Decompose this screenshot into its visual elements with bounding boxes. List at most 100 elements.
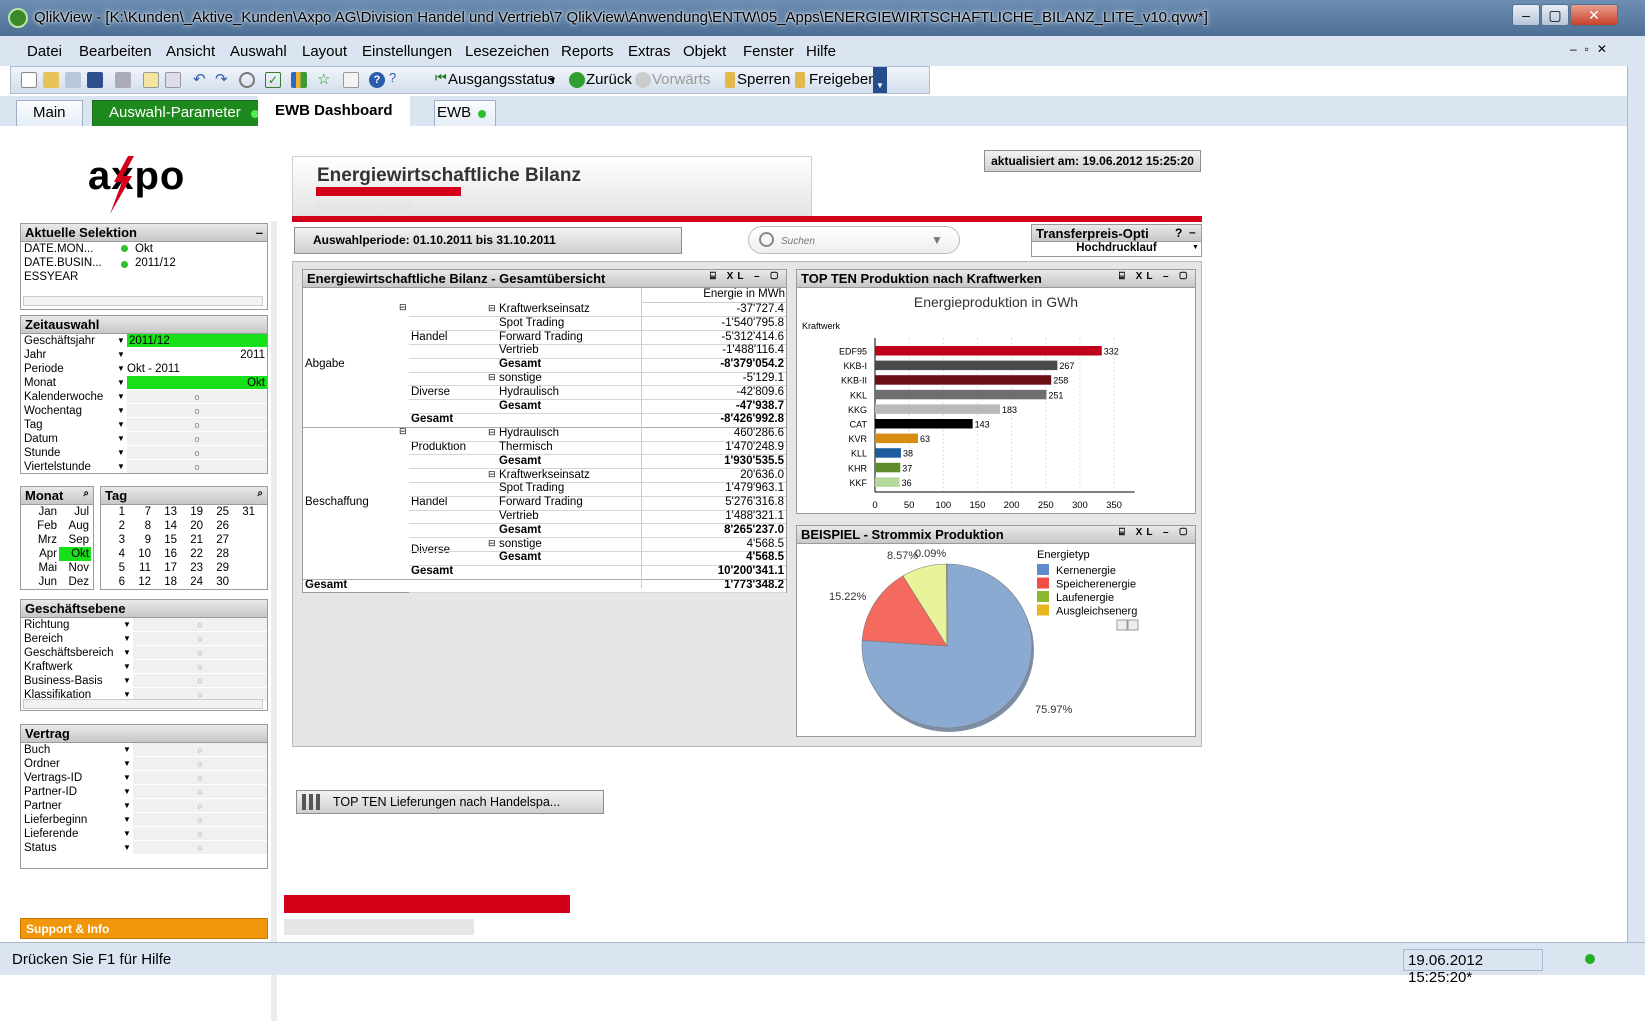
zeitauswahl-row[interactable]: Geschäftsjahr▼2011/12 xyxy=(21,334,267,348)
vertrag-row[interactable]: Status▼○ xyxy=(21,841,267,855)
minimize-icon[interactable]: – xyxy=(256,225,263,240)
tab-auswahl-parameter[interactable]: Auswahl-Parameter xyxy=(92,100,268,126)
select-icon[interactable]: ✓ xyxy=(265,72,281,88)
save-icon[interactable] xyxy=(87,72,103,88)
field-value[interactable]: Okt - 2011 xyxy=(127,362,267,375)
zeitauswahl-row[interactable]: Viertelstunde▼o xyxy=(21,460,267,474)
chevron-down-icon[interactable]: ▼ xyxy=(123,618,131,632)
chevron-down-icon[interactable]: ▼ xyxy=(123,646,131,660)
day-item[interactable]: 2 xyxy=(103,519,125,533)
selection-row[interactable]: DATE.MON...Okt xyxy=(21,242,267,256)
zeitauswahl-row[interactable]: Stunde▼o xyxy=(21,446,267,460)
properties-icon[interactable] xyxy=(343,72,359,88)
collapse-icon[interactable]: ⊟ xyxy=(488,538,496,549)
bar[interactable] xyxy=(875,448,901,458)
chevron-down-icon[interactable]: ▼ xyxy=(123,660,131,674)
ausgangsstatus-button[interactable]: Ausgangsstatus xyxy=(448,71,555,88)
vertrag-row[interactable]: Lieferbeginn▼○ xyxy=(21,813,267,827)
bar[interactable] xyxy=(875,390,1046,400)
day-item[interactable]: 17 xyxy=(155,561,177,575)
field-value-empty[interactable]: ○ xyxy=(133,841,267,854)
lock-button[interactable]: Sperren xyxy=(737,71,790,88)
zeitauswahl-row[interactable]: Monat▼Okt xyxy=(21,376,267,390)
day-item[interactable]: 29 xyxy=(207,561,229,575)
zeitauswahl-row[interactable]: Tag▼o xyxy=(21,418,267,432)
context-help-icon[interactable]: ? xyxy=(389,70,405,86)
object-controls-icon[interactable]: ⌸ XL – ▢ xyxy=(1119,527,1191,538)
field-value[interactable]: o xyxy=(127,446,267,459)
search-icon[interactable]: ⌕ xyxy=(83,488,89,499)
redo-icon[interactable]: ↷ xyxy=(215,70,231,86)
bar[interactable] xyxy=(875,346,1102,356)
month-item[interactable]: Jul xyxy=(59,505,91,519)
field-value-empty[interactable]: ○ xyxy=(133,785,267,798)
month-item[interactable]: Sep xyxy=(59,533,91,547)
minimize-button[interactable]: – xyxy=(1512,4,1540,26)
chevron-down-icon[interactable]: ▼ xyxy=(117,418,125,432)
chevron-down-icon[interactable]: ▼ xyxy=(123,757,131,771)
day-item[interactable]: 11 xyxy=(129,561,151,575)
field-value[interactable]: o xyxy=(127,418,267,431)
chevron-down-icon[interactable]: ▼ xyxy=(117,390,125,404)
bar[interactable] xyxy=(875,477,900,487)
bar[interactable] xyxy=(875,463,900,473)
field-value-empty[interactable]: ○ xyxy=(133,757,267,770)
field-value-empty[interactable]: ○ xyxy=(133,674,267,687)
vertrag-row[interactable]: Vertrags-ID▼○ xyxy=(21,771,267,785)
vertrag-row[interactable]: Partner-ID▼○ xyxy=(21,785,267,799)
chevron-down-icon[interactable]: ▼ xyxy=(117,446,125,460)
day-item[interactable]: 5 xyxy=(103,561,125,575)
transferpreis-value[interactable]: Hochdrucklauf xyxy=(1032,242,1201,256)
chevron-down-icon[interactable]: ▼ xyxy=(117,362,125,376)
field-value-empty[interactable]: ○ xyxy=(133,799,267,812)
forward-button[interactable]: Vorwärts xyxy=(652,71,710,88)
collapse-icon[interactable]: ⊟ xyxy=(399,426,407,437)
day-item[interactable]: 27 xyxy=(207,533,229,547)
geschaeftsebene-row[interactable]: Richtung▼○ xyxy=(21,618,267,632)
ausgangsstatus-dropdown-icon[interactable]: ▼ xyxy=(548,75,557,85)
chevron-down-icon[interactable]: ▼ xyxy=(117,334,125,348)
toolbar-overflow-icon[interactable]: ▼ xyxy=(873,67,887,93)
day-item[interactable]: 22 xyxy=(181,547,203,561)
chevron-down-icon[interactable]: ▼ xyxy=(117,404,125,418)
field-value[interactable]: o xyxy=(127,404,267,417)
chevron-down-icon[interactable]: ▼ xyxy=(123,799,131,813)
chevron-down-icon[interactable]: ▼ xyxy=(123,771,131,785)
month-item[interactable]: Nov xyxy=(59,561,91,575)
unlock-icon[interactable] xyxy=(795,72,805,88)
support-info-button[interactable]: Support & Info xyxy=(20,918,268,939)
month-item[interactable]: Dez xyxy=(59,575,91,589)
month-item[interactable]: Jun xyxy=(23,575,57,589)
field-value-empty[interactable]: ○ xyxy=(133,827,267,840)
help-icon[interactable]: ? xyxy=(369,72,385,88)
day-item[interactable]: 9 xyxy=(129,533,151,547)
bar[interactable] xyxy=(875,361,1057,371)
menu-einstellungen[interactable]: Einstellungen xyxy=(362,43,452,60)
menu-bearbeiten[interactable]: Bearbeiten xyxy=(79,43,152,60)
transferpreis-minimize-icon[interactable]: – xyxy=(1189,225,1196,239)
chevron-down-icon[interactable]: ▼ xyxy=(123,785,131,799)
chevron-down-icon[interactable]: ▼ xyxy=(123,743,131,757)
open-icon[interactable] xyxy=(43,72,59,88)
geschaeftsebene-row[interactable]: Geschäftsbereich▼○ xyxy=(21,646,267,660)
month-item[interactable]: Feb xyxy=(23,519,57,533)
day-item[interactable]: 18 xyxy=(155,575,177,589)
zeitauswahl-row[interactable]: Wochentag▼o xyxy=(21,404,267,418)
chevron-down-icon[interactable]: ▼ xyxy=(123,813,131,827)
month-item[interactable]: Apr xyxy=(23,547,57,561)
menu-ansicht[interactable]: Ansicht xyxy=(166,43,215,60)
day-item[interactable]: 30 xyxy=(207,575,229,589)
chevron-down-icon[interactable]: ▼ xyxy=(123,827,131,841)
day-item[interactable]: 6 xyxy=(103,575,125,589)
search-icon[interactable]: ⌕ xyxy=(257,488,263,499)
chart-icon[interactable] xyxy=(291,72,307,88)
day-item[interactable]: 7 xyxy=(129,505,151,519)
day-item[interactable]: 25 xyxy=(207,505,229,519)
horizontal-scrollbar[interactable] xyxy=(23,699,263,709)
menu-objekt[interactable]: Objekt xyxy=(683,43,726,60)
legend-scroll-down-icon[interactable] xyxy=(1128,620,1138,630)
field-value[interactable]: Okt xyxy=(127,376,267,389)
chevron-down-icon[interactable]: ▼ xyxy=(117,348,125,362)
zeitauswahl-row[interactable]: Periode▼Okt - 2011 xyxy=(21,362,267,376)
field-value[interactable]: 2011 xyxy=(127,348,267,361)
